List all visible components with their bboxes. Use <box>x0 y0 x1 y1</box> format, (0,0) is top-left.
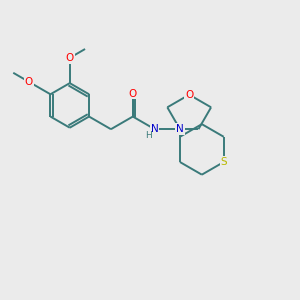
Text: O: O <box>66 53 74 63</box>
Text: O: O <box>185 90 193 100</box>
Text: O: O <box>129 88 137 99</box>
Text: O: O <box>24 76 33 87</box>
Text: N: N <box>151 124 159 134</box>
Text: S: S <box>220 157 227 167</box>
Text: N: N <box>176 124 184 134</box>
Text: H: H <box>145 131 152 140</box>
